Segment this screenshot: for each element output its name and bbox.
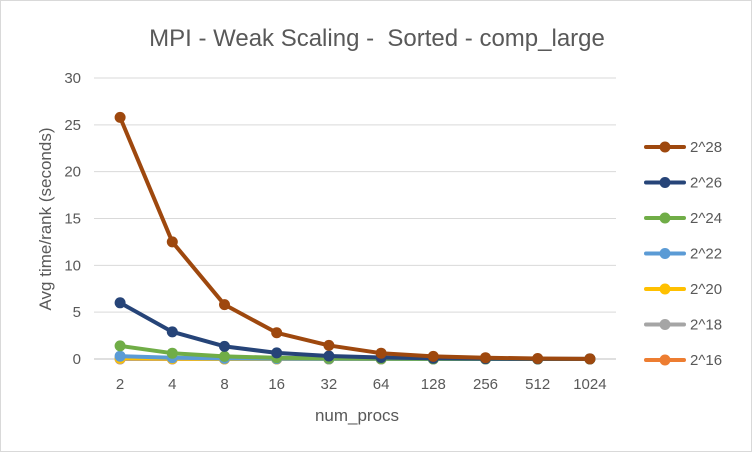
legend-swatch-marker: [659, 354, 671, 366]
legend-swatch-marker: [659, 283, 671, 295]
x-tick-label: 128: [421, 376, 446, 393]
x-axis-label: num_procs: [315, 406, 399, 425]
data-point: [427, 350, 439, 362]
legend: 2^28 2^26 2^24 2^22 2^20 2^18 2^16: [644, 139, 722, 369]
legend-label: 2^24: [690, 210, 722, 227]
chart-title: MPI - Weak Scaling - Sorted - comp_large: [149, 25, 605, 52]
x-tick-label: 32: [321, 376, 338, 393]
legend-item: 2^18: [644, 317, 722, 334]
legend-label: 2^26: [690, 175, 722, 192]
legend-item: 2^20: [644, 281, 722, 298]
x-tick-label: 512: [525, 376, 550, 393]
legend-label: 2^18: [690, 317, 722, 334]
data-point: [166, 236, 178, 248]
data-point: [166, 326, 178, 338]
y-tick-label: 0: [73, 351, 81, 368]
y-tick-label: 30: [64, 70, 81, 87]
legend-swatch-marker: [659, 177, 671, 188]
data-point: [114, 111, 126, 123]
legend-label: 2^16: [690, 352, 722, 369]
data-point: [114, 297, 126, 309]
data-point: [375, 347, 387, 359]
legend-label: 2^28: [690, 139, 722, 156]
legend-item: 2^26: [644, 175, 722, 192]
data-point: [114, 350, 126, 362]
legend-label: 2^22: [690, 246, 722, 263]
x-tick-label: 1024: [573, 376, 606, 393]
legend-item: 2^24: [644, 210, 722, 227]
legend-swatch-marker: [659, 248, 671, 259]
data-point: [219, 350, 230, 362]
y-axis-ticks: 0 5 10 15 20 25 30: [64, 70, 81, 368]
series-lines: [114, 111, 596, 365]
x-tick-label: 8: [220, 376, 228, 393]
series-2-28: [114, 111, 596, 365]
y-tick-label: 10: [64, 257, 81, 274]
x-tick-label: 256: [473, 376, 498, 393]
data-point: [166, 347, 178, 359]
x-tick-label: 16: [268, 376, 285, 393]
series-line: [118, 115, 592, 361]
x-tick-label: 2: [116, 376, 124, 393]
data-point: [219, 340, 230, 352]
legend-item: 2^16: [644, 352, 722, 369]
legend-swatch-marker: [659, 319, 671, 330]
grid-lines: [94, 77, 616, 360]
y-tick-label: 20: [64, 164, 81, 181]
data-point: [219, 299, 230, 311]
x-tick-label: 4: [168, 376, 176, 393]
data-point: [532, 353, 544, 365]
legend-swatch-marker: [659, 212, 671, 224]
x-axis-ticks: 2 4 8 16 32 64 128 256 512 1024: [116, 376, 607, 393]
legend-swatch-marker: [659, 141, 671, 153]
data-point: [323, 339, 335, 351]
y-axis-label: Avg time/rank (seconds): [36, 128, 55, 311]
data-point: [584, 353, 596, 365]
y-tick-label: 25: [64, 117, 81, 134]
data-point: [114, 340, 126, 352]
data-point: [271, 327, 283, 339]
data-point: [480, 352, 491, 364]
legend-item: 2^22: [644, 246, 722, 263]
data-point: [271, 347, 283, 359]
data-point: [323, 350, 335, 362]
y-tick-label: 5: [73, 304, 81, 321]
legend-label: 2^20: [690, 281, 722, 298]
x-tick-label: 64: [373, 376, 390, 393]
y-tick-label: 15: [64, 211, 81, 228]
legend-item: 2^28: [644, 139, 722, 156]
